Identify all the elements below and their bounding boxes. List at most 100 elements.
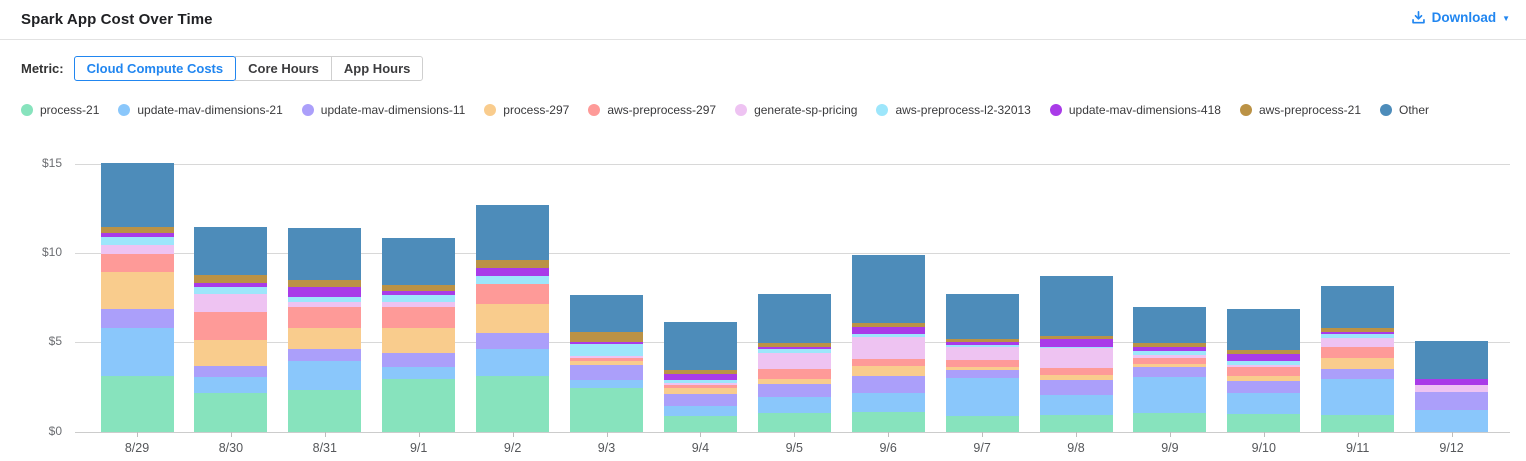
bar-segment-update-mav-dimensions-11[interactable] (1039, 380, 1113, 395)
bar-segment-process-21[interactable] (100, 376, 174, 432)
bar-segment-aws-preprocess-297[interactable] (1227, 366, 1301, 377)
bar-9-7[interactable] (945, 294, 1019, 432)
bar-segment-other[interactable] (663, 321, 737, 371)
bar-segment-generate-sp-pricing[interactable] (1039, 348, 1113, 368)
bar-segment-update-mav-dimensions-21[interactable] (757, 397, 831, 413)
bar-9-1[interactable] (382, 237, 456, 432)
bar-segment-process-21[interactable] (1133, 413, 1207, 432)
bar-segment-aws-preprocess-297[interactable] (1133, 357, 1207, 364)
bar-segment-update-mav-dimensions-21[interactable] (851, 392, 925, 413)
legend-item-generate-sp-pricing[interactable]: generate-sp-pricing (735, 103, 857, 117)
bar-segment-aws-preprocess-297[interactable] (1321, 347, 1395, 359)
bar-segment-aws-preprocess-l2-32013[interactable] (100, 236, 174, 246)
bar-segment-process-297[interactable] (1039, 375, 1113, 381)
bar-segment-other[interactable] (288, 227, 362, 280)
bar-segment-aws-preprocess-21[interactable] (1227, 350, 1301, 355)
legend-item-update-mav-dimensions-21[interactable]: update-mav-dimensions-21 (118, 103, 283, 117)
bar-segment-process-297[interactable] (1133, 363, 1207, 367)
bar-segment-aws-preprocess-l2-32013[interactable] (570, 344, 643, 357)
bar-segment-process-297[interactable] (100, 272, 174, 309)
bar-segment-aws-preprocess-21[interactable] (945, 338, 1019, 343)
bar-segment-process-21[interactable] (1039, 415, 1113, 432)
bar-segment-process-21[interactable] (757, 412, 831, 432)
legend-item-aws-preprocess-297[interactable]: aws-preprocess-297 (588, 103, 716, 117)
bar-segment-update-mav-dimensions-418[interactable] (1133, 346, 1207, 351)
bar-segment-process-21[interactable] (663, 416, 737, 432)
bar-segment-process-297[interactable] (1227, 376, 1301, 381)
bar-9-6[interactable] (851, 255, 925, 432)
legend-item-process-297[interactable]: process-297 (484, 103, 569, 117)
bar-segment-process-21[interactable] (288, 389, 362, 432)
bar-segment-update-mav-dimensions-418[interactable] (476, 268, 550, 277)
bar-segment-aws-preprocess-297[interactable] (945, 359, 1019, 367)
metric-tab-app-hours[interactable]: App Hours (330, 56, 424, 81)
bar-segment-update-mav-dimensions-11[interactable] (1321, 369, 1395, 379)
bar-segment-process-297[interactable] (945, 366, 1019, 371)
bar-segment-generate-sp-pricing[interactable] (194, 294, 268, 313)
bar-segment-update-mav-dimensions-21[interactable] (288, 360, 362, 390)
bar-segment-aws-preprocess-297[interactable] (194, 312, 268, 341)
bar-segment-aws-preprocess-297[interactable] (757, 368, 831, 379)
bar-segment-aws-preprocess-21[interactable] (663, 370, 737, 375)
bar-segment-other[interactable] (851, 255, 925, 324)
bar-8-31[interactable] (288, 227, 362, 432)
bar-segment-update-mav-dimensions-418[interactable] (1415, 379, 1489, 385)
bar-segment-other[interactable] (757, 294, 831, 343)
bar-segment-aws-preprocess-21[interactable] (194, 274, 268, 284)
bar-segment-other[interactable] (1227, 309, 1301, 351)
bar-segment-aws-preprocess-l2-32013[interactable] (288, 296, 362, 303)
bar-segment-process-297[interactable] (1321, 358, 1395, 370)
bar-segment-process-297[interactable] (194, 340, 268, 366)
bar-segment-update-mav-dimensions-11[interactable] (757, 383, 831, 398)
bar-segment-aws-preprocess-l2-32013[interactable] (663, 379, 737, 384)
bar-segment-aws-preprocess-l2-32013[interactable] (945, 344, 1019, 348)
bar-segment-update-mav-dimensions-21[interactable] (1133, 376, 1207, 414)
bar-segment-process-297[interactable] (757, 378, 831, 384)
bar-segment-other[interactable] (100, 163, 174, 227)
bar-segment-update-mav-dimensions-21[interactable] (100, 327, 174, 377)
bar-segment-aws-preprocess-297[interactable] (1039, 367, 1113, 376)
legend-item-aws-preprocess-l2-32013[interactable]: aws-preprocess-l2-32013 (876, 103, 1031, 117)
bar-segment-other[interactable] (194, 226, 268, 275)
bar-segment-update-mav-dimensions-11[interactable] (1227, 380, 1301, 393)
bar-segment-process-297[interactable] (570, 361, 643, 366)
bar-segment-update-mav-dimensions-418[interactable] (194, 283, 268, 287)
bar-segment-aws-preprocess-l2-32013[interactable] (382, 295, 456, 302)
bar-segment-aws-preprocess-l2-32013[interactable] (851, 334, 925, 338)
bar-segment-update-mav-dimensions-418[interactable] (757, 347, 831, 350)
bar-segment-update-mav-dimensions-21[interactable] (382, 366, 456, 379)
bar-segment-aws-preprocess-21[interactable] (570, 331, 643, 342)
bar-segment-process-297[interactable] (288, 328, 362, 350)
bar-segment-other[interactable] (382, 237, 456, 285)
bar-segment-generate-sp-pricing[interactable] (382, 301, 456, 307)
bar-segment-aws-preprocess-21[interactable] (851, 323, 925, 328)
metric-tab-cloud-compute-costs[interactable]: Cloud Compute Costs (73, 56, 237, 81)
bar-segment-aws-preprocess-297[interactable] (288, 306, 362, 329)
bar-segment-aws-preprocess-297[interactable] (382, 306, 456, 329)
bar-segment-generate-sp-pricing[interactable] (1415, 384, 1489, 393)
bar-9-5[interactable] (757, 294, 831, 432)
bar-segment-aws-preprocess-l2-32013[interactable] (1321, 334, 1395, 339)
bar-segment-update-mav-dimensions-11[interactable] (945, 370, 1019, 379)
bar-9-4[interactable] (663, 321, 737, 432)
bar-segment-aws-preprocess-l2-32013[interactable] (757, 349, 831, 353)
bar-segment-aws-preprocess-21[interactable] (1133, 342, 1207, 347)
bar-segment-generate-sp-pricing[interactable] (1227, 365, 1301, 367)
bar-segment-other[interactable] (570, 294, 643, 332)
bar-segment-other[interactable] (1039, 275, 1113, 336)
bar-segment-generate-sp-pricing[interactable] (945, 347, 1019, 360)
bar-segment-process-21[interactable] (945, 416, 1019, 432)
bar-segment-process-297[interactable] (382, 328, 456, 354)
bar-segment-update-mav-dimensions-418[interactable] (1321, 331, 1395, 335)
bar-segment-aws-preprocess-21[interactable] (476, 259, 550, 269)
bar-segment-aws-preprocess-21[interactable] (100, 226, 174, 234)
bar-segment-generate-sp-pricing[interactable] (570, 356, 643, 359)
bar-segment-update-mav-dimensions-11[interactable] (288, 349, 362, 361)
bar-segment-update-mav-dimensions-11[interactable] (1133, 366, 1207, 377)
bar-segment-aws-preprocess-21[interactable] (288, 279, 362, 288)
bar-9-9[interactable] (1133, 306, 1207, 432)
bar-segment-update-mav-dimensions-11[interactable] (570, 365, 643, 380)
bar-segment-update-mav-dimensions-418[interactable] (288, 287, 362, 297)
bar-segment-update-mav-dimensions-418[interactable] (100, 233, 174, 237)
bar-segment-aws-preprocess-21[interactable] (757, 342, 831, 348)
